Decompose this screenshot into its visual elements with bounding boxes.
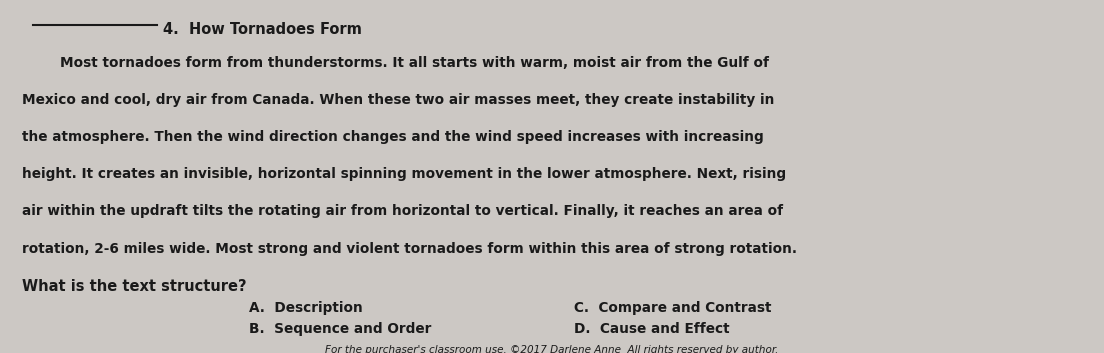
Text: C.  Compare and Contrast: C. Compare and Contrast	[574, 301, 771, 315]
Text: height. It creates an invisible, horizontal spinning movement in the lower atmos: height. It creates an invisible, horizon…	[22, 167, 786, 181]
Text: B.  Sequence and Order: B. Sequence and Order	[250, 322, 432, 336]
Text: the atmosphere. Then the wind direction changes and the wind speed increases wit: the atmosphere. Then the wind direction …	[22, 130, 764, 144]
Text: Mexico and cool, dry air from Canada. When these two air masses meet, they creat: Mexico and cool, dry air from Canada. Wh…	[22, 93, 774, 107]
Text: Most tornadoes form from thunderstorms. It all starts with warm, moist air from : Most tornadoes form from thunderstorms. …	[22, 56, 768, 70]
Text: For the purchaser's classroom use. ©2017 Darlene Anne  All rights reserved by au: For the purchaser's classroom use. ©2017…	[326, 345, 778, 353]
Text: D.  Cause and Effect: D. Cause and Effect	[574, 322, 730, 336]
Text: What is the text structure?: What is the text structure?	[22, 279, 246, 294]
Text: 4.  How Tornadoes Form: 4. How Tornadoes Form	[162, 22, 361, 37]
Text: A.  Description: A. Description	[250, 301, 363, 315]
Text: air within the updraft tilts the rotating air from horizontal to vertical. Final: air within the updraft tilts the rotatin…	[22, 204, 783, 219]
Text: rotation, 2-6 miles wide. Most strong and violent tornadoes form within this are: rotation, 2-6 miles wide. Most strong an…	[22, 241, 797, 256]
